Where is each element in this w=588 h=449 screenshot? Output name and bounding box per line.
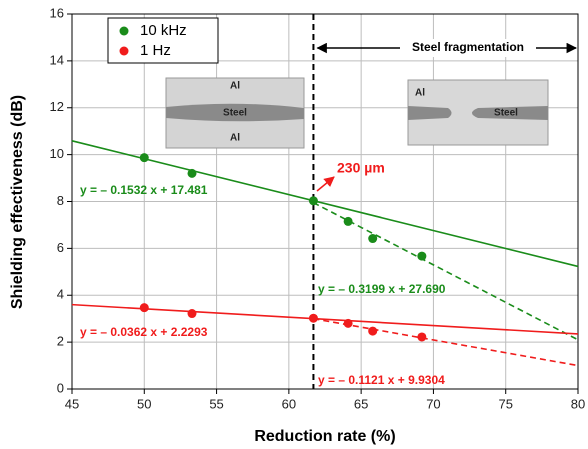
equation-label: y = – 0.1532 x + 17.481 [80,183,208,197]
data-point [308,196,318,206]
steel-wedge [408,106,452,120]
x-axis-label: Reduction rate (%) [254,428,395,445]
data-point [139,303,149,313]
y-axis-label: Shielding effectiveness (dB) [9,95,26,309]
x-tick-label: 80 [571,396,585,411]
y-tick-label: 6 [57,240,64,255]
x-tick-label: 55 [209,396,223,411]
legend-marker [119,46,129,56]
fit-line [71,140,579,268]
inset-label: Al [415,88,425,99]
steel-wedge [472,106,548,120]
equation-label: y = – 0.0362 x + 2.2293 [80,325,208,339]
y-tick-label: 0 [57,380,64,395]
x-tick-label: 75 [498,396,512,411]
y-tick-label: 8 [57,193,64,208]
data-point [187,168,197,178]
thickness-arrow [316,176,335,192]
legend-label: 1 Hz [140,42,171,59]
inset-label: Al [230,81,240,92]
fit-line [313,317,579,367]
y-tick-label: 14 [50,52,64,67]
x-tick-label: 50 [137,396,151,411]
inset-label: Al [230,133,240,144]
y-tick-label: 12 [50,99,64,114]
inset-micrograph: Al Steel [407,79,549,146]
data-point [417,332,427,342]
inset-micrograph: Al Steel Al [165,77,305,149]
data-point [139,153,149,163]
equation-label: y = – 0.1121 x + 9.9304 [318,373,445,387]
annotation: Steel fragmentation [412,40,524,54]
x-tick-label: 45 [65,396,79,411]
steel-band [166,103,304,122]
y-tick-label: 16 [50,5,64,20]
data-point [368,234,378,244]
y-tick-label: 4 [57,287,64,302]
annotation-bg [400,39,536,57]
data-point [308,313,318,323]
data-point [343,216,353,226]
data-point [343,318,353,328]
y-tick-label: 2 [57,334,64,349]
equation-label: y = – 0.3199 x + 27.690 [318,282,446,296]
legend-box [107,17,219,64]
data-point [368,326,378,336]
data-point [187,309,197,319]
plot-frame [71,13,579,390]
fit-line [71,303,579,335]
inset-label: Steel [223,108,247,119]
y-tick-label: 10 [50,146,64,161]
x-tick-label: 70 [426,396,440,411]
annotation: 230 µm [337,160,385,176]
legend-marker [119,26,129,36]
x-tick-label: 65 [354,396,368,411]
legend-label: 10 kHz [140,22,187,39]
x-tick-label: 60 [282,396,296,411]
inset-label: Steel [494,108,518,119]
data-point [417,251,427,261]
fit-line [313,201,579,341]
